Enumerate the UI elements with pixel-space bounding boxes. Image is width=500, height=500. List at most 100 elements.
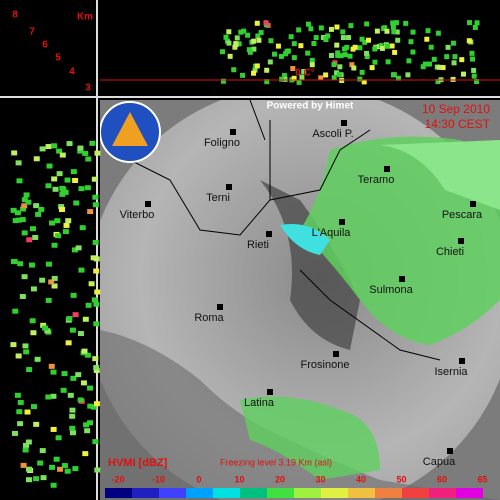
profile-cell <box>75 245 82 251</box>
profile-cell <box>226 29 232 35</box>
profile-cell <box>450 40 456 46</box>
profile-cell <box>33 476 40 482</box>
profile-cell <box>471 73 477 79</box>
profile-cell <box>16 409 23 415</box>
scale-swatch <box>375 488 402 498</box>
echo <box>280 224 330 255</box>
city-marker <box>226 184 232 190</box>
profile-cell <box>384 28 390 34</box>
profile-cell <box>10 342 17 348</box>
profile-cell <box>50 369 57 375</box>
city-marker <box>145 201 151 207</box>
km-level: 3 <box>85 83 91 94</box>
profile-cell <box>347 53 353 59</box>
scale-label: -20 <box>111 474 124 484</box>
profile-cell <box>331 62 337 68</box>
profile-cell <box>231 67 237 73</box>
profile-cell <box>20 206 27 212</box>
profile-cell <box>55 435 62 441</box>
profile-cell <box>288 34 294 40</box>
profile-cell <box>471 67 477 73</box>
profile-cell <box>323 72 329 78</box>
border <box>129 100 271 236</box>
profile-cell <box>236 41 242 47</box>
profile-cell <box>82 150 89 156</box>
profile-cell <box>19 294 26 300</box>
profile-cell <box>390 20 396 26</box>
map <box>100 100 500 500</box>
profile-cell <box>77 397 84 403</box>
profile-cell <box>14 392 21 398</box>
profile-cell <box>69 413 76 419</box>
profile-cell <box>428 44 434 50</box>
profile-cell <box>40 475 47 481</box>
profile-cell <box>334 70 340 76</box>
legend-freezing: Freezing level 3.19 Km (asl) <box>220 457 332 467</box>
city-marker <box>458 238 464 244</box>
profile-cell <box>11 150 18 156</box>
profile-cell <box>50 482 57 488</box>
profile-cell <box>49 464 56 470</box>
scale-swatch <box>186 488 213 498</box>
profile-cell <box>440 65 446 71</box>
scale-swatch <box>267 488 294 498</box>
profile-cell <box>63 222 70 228</box>
profile-cell <box>220 49 226 55</box>
profile-cell <box>44 328 51 334</box>
profile-cell <box>84 185 91 191</box>
profile-cell <box>362 39 368 45</box>
profile-cell <box>92 202 99 208</box>
scale-swatch <box>429 488 456 498</box>
profile-cell <box>335 52 341 58</box>
profile-cell <box>81 348 88 354</box>
profile-cell <box>298 43 304 49</box>
profile-cell <box>318 75 324 81</box>
profile-cell <box>70 292 77 298</box>
profile-cell <box>21 274 28 280</box>
profile-cell <box>361 79 367 85</box>
profile-cell <box>309 57 315 63</box>
profile-cell <box>264 67 270 73</box>
profile-cell <box>60 387 67 393</box>
profile-cell <box>65 340 72 346</box>
city-label: Isernia <box>434 366 468 378</box>
profile-cell <box>268 38 274 44</box>
profile-cell <box>410 29 416 35</box>
profile-cell <box>93 321 100 327</box>
profile-cell <box>296 79 302 85</box>
profile-cell <box>92 239 99 245</box>
profile-cell <box>305 21 311 27</box>
profile-cell <box>238 29 244 35</box>
profile-cell <box>395 37 401 43</box>
profile-cell <box>334 24 340 30</box>
city-label: Roma <box>194 312 224 324</box>
profile-cell <box>349 62 355 68</box>
scale-swatch <box>213 488 240 498</box>
profile-cell <box>395 75 401 81</box>
profile-cell <box>91 176 98 182</box>
profile-cell <box>15 353 22 359</box>
profile-cell <box>94 289 101 295</box>
profile-cell <box>82 316 89 322</box>
scale-swatch <box>348 488 375 498</box>
profile-cell <box>451 60 457 66</box>
profile-cell <box>359 36 365 42</box>
city-label: Frosinone <box>301 359 350 371</box>
profile-cell <box>39 448 46 454</box>
profile-cell <box>234 35 240 41</box>
km-level: 7 <box>29 27 35 38</box>
profile-cell <box>25 439 32 445</box>
profile-cell <box>282 73 288 79</box>
city-label: Latina <box>244 397 275 409</box>
scale-swatch <box>132 488 159 498</box>
profile-cell <box>384 43 390 49</box>
city-label: Ascoli P. <box>312 128 353 140</box>
echo <box>240 396 380 480</box>
profile-cell <box>77 148 84 154</box>
scale-swatch <box>294 488 321 498</box>
logo-triangle <box>112 112 148 146</box>
profile-cell <box>87 420 94 426</box>
profile-cell <box>435 79 441 85</box>
profile-cell <box>59 191 66 197</box>
profile-cell <box>425 28 431 34</box>
